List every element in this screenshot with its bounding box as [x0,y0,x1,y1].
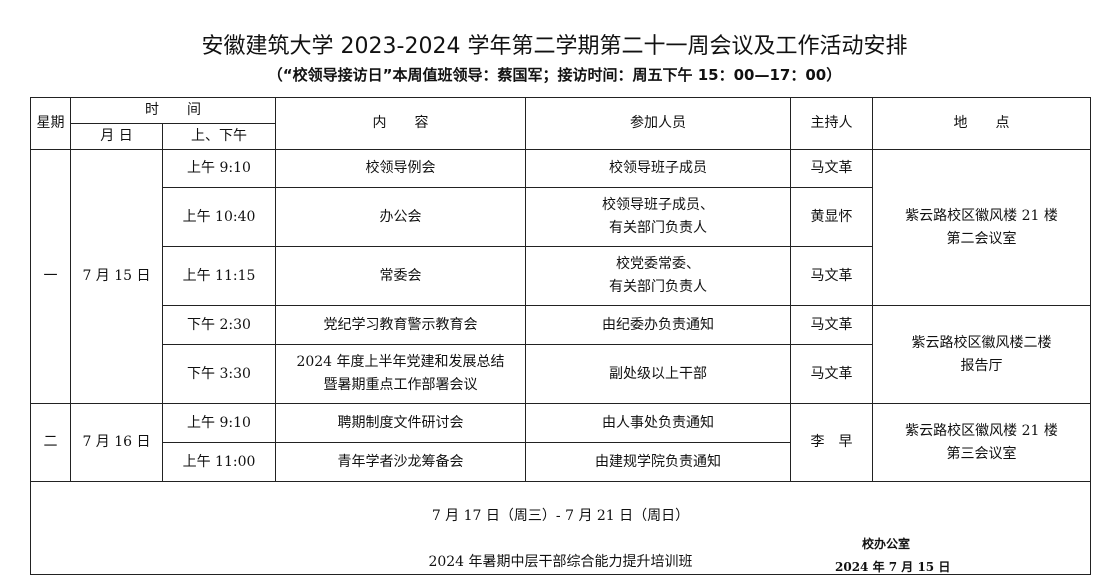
time: 上午 11:00 [162,442,276,482]
page-title: 安徽建筑大学 2023-2024 学年第二学期第二十一周会议及工作活动安排 [201,34,908,59]
host: 马文革 [790,344,873,404]
attendees: 副处级以上干部 [525,344,791,404]
location: 紫云路校区徽风楼二楼 报告厅 [872,305,1091,404]
attendees: 校领导班子成员 [525,149,791,188]
host: 马文革 [790,149,873,188]
time: 下午 3:30 [162,344,276,404]
attendees: 由人事处负责通知 [525,403,791,443]
header-date: 月 日 [70,123,163,150]
final-row-event: 2024 年暑期中层干部综合能力提升培训班 [428,554,693,570]
content: 2024 年度上半年党建和发展总结 暨暑期重点工作部署会议 [275,344,526,404]
attendees: 校领导班子成员、 有关部门负责人 [525,187,791,247]
content: 常委会 [275,246,526,306]
location: 紫云路校区徽风楼 21 楼 第二会议室 [872,149,1091,306]
issuer: 校办公室 [862,537,911,551]
header-weekday: 星期 [30,97,71,150]
weekday: 二 [30,403,71,482]
content: 党纪学习教育警示教育会 [275,305,526,345]
final-row: 7 月 17 日（周三）- 7 月 21 日（周日） 2024 年暑期中层干部综… [30,481,1091,575]
header-host: 主持人 [790,97,873,150]
attendees: 由建规学院负责通知 [525,442,791,482]
host: 黄显怀 [790,187,873,247]
schedule-table: 星期 时 间 内 容 参加人员 主持人 地 点 月 日 上、下午 一 7 月 1… [30,97,1091,575]
date: 7 月 15 日 [70,149,163,404]
issue-date: 2024 年 7 月 15 日 [835,560,951,574]
time: 下午 2:30 [162,305,276,345]
time: 上午 10:40 [162,187,276,247]
host: 马文革 [790,246,873,306]
content: 聘期制度文件研讨会 [275,403,526,443]
content: 青年学者沙龙筹备会 [275,442,526,482]
host: 马文革 [790,305,873,345]
date: 7 月 16 日 [70,403,163,482]
host: 李 早 [790,403,873,482]
header-time: 时 间 [70,97,276,124]
content: 办公会 [275,187,526,247]
final-row-dates: 7 月 17 日（周三）- 7 月 21 日（周日） [431,508,690,524]
attendees: 校党委常委、 有关部门负责人 [525,246,791,306]
header-location: 地 点 [872,97,1091,150]
attendees: 由纪委办负责通知 [525,305,791,345]
time: 上午 11:15 [162,246,276,306]
header-attendees: 参加人员 [525,97,791,150]
weekday: 一 [30,149,71,404]
location: 紫云路校区徽风楼 21 楼 第三会议室 [872,403,1091,482]
time: 上午 9:10 [162,403,276,443]
time: 上午 9:10 [162,149,276,188]
header-content: 内 容 [275,97,526,150]
content: 校领导例会 [275,149,526,188]
page-subtitle: （“校领导接访日”本周值班领导：蔡国军；接访时间：周五下午 15：00—17：0… [267,66,842,84]
header-ampm: 上、下午 [162,123,276,150]
